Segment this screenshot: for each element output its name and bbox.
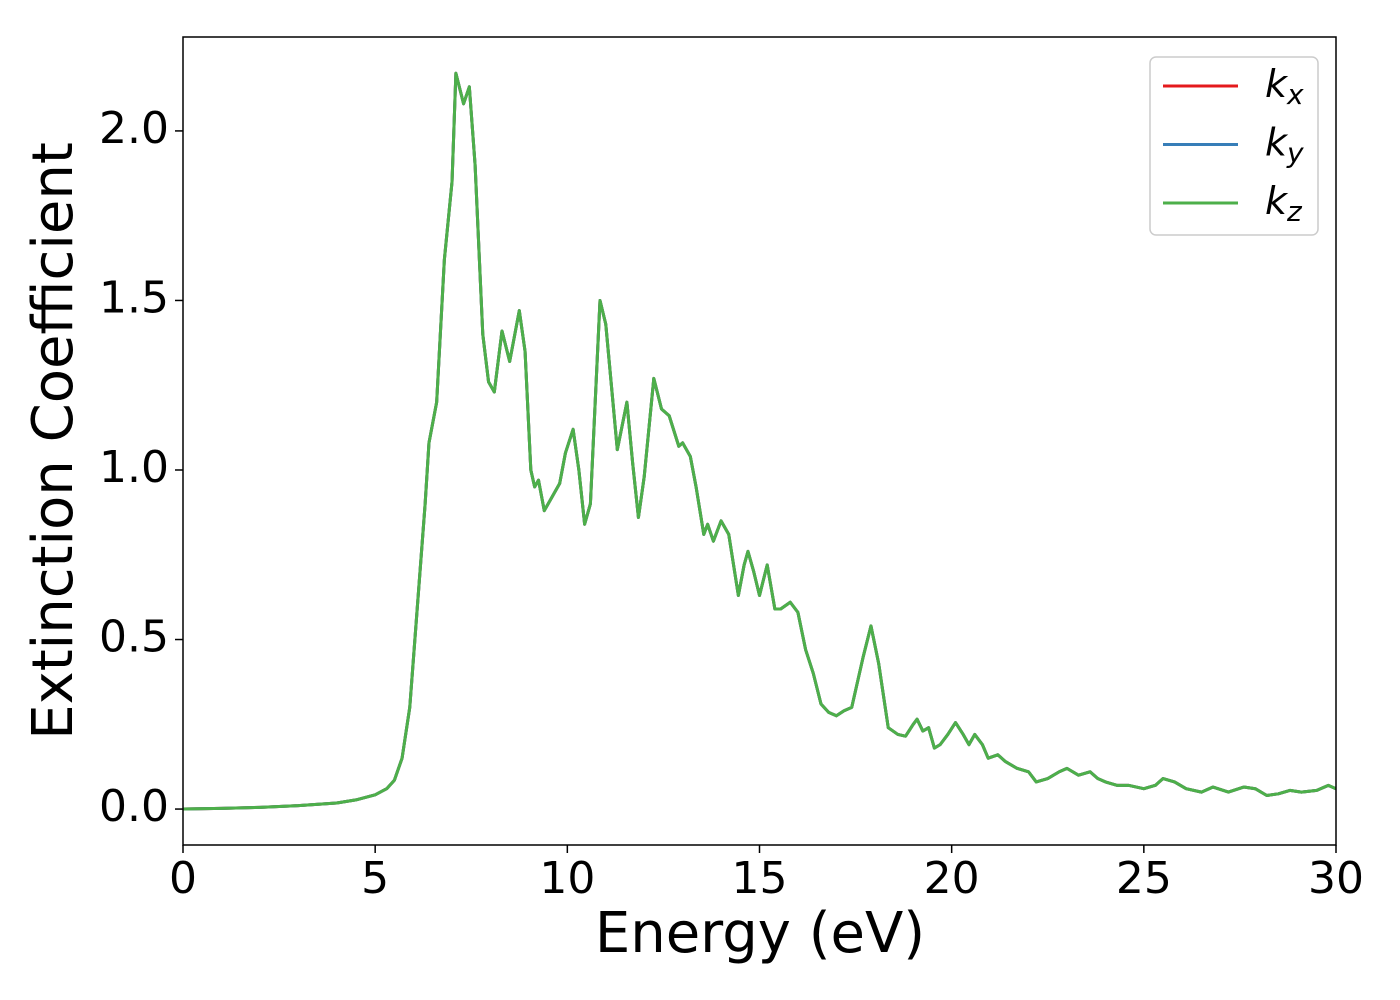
x-tick-label: 25 <box>1116 853 1172 904</box>
x-tick-label: 15 <box>732 853 788 904</box>
y-tick-label: 2.0 <box>99 103 169 154</box>
data-line <box>183 71 1336 811</box>
x-tick-label: 10 <box>539 853 595 904</box>
axes-frame <box>182 36 1337 846</box>
legend-label: kz <box>1265 179 1303 229</box>
x-tick-label: 5 <box>361 853 389 904</box>
y-tick-label: 1.5 <box>99 272 169 323</box>
legend-label: kx <box>1265 62 1304 112</box>
y-tick-label: 0.0 <box>99 781 169 832</box>
y-axis-label: Extinction Coefficient <box>21 142 86 740</box>
x-tick-label: 0 <box>169 853 197 904</box>
y-tick-label: 0.5 <box>99 612 169 663</box>
x-tick-label: 30 <box>1308 853 1364 904</box>
y-tick-label: 1.0 <box>99 442 169 493</box>
legend-label: ky <box>1265 120 1304 170</box>
x-axis-label: Energy (eV) <box>595 901 925 966</box>
x-tick-label: 20 <box>924 853 980 904</box>
